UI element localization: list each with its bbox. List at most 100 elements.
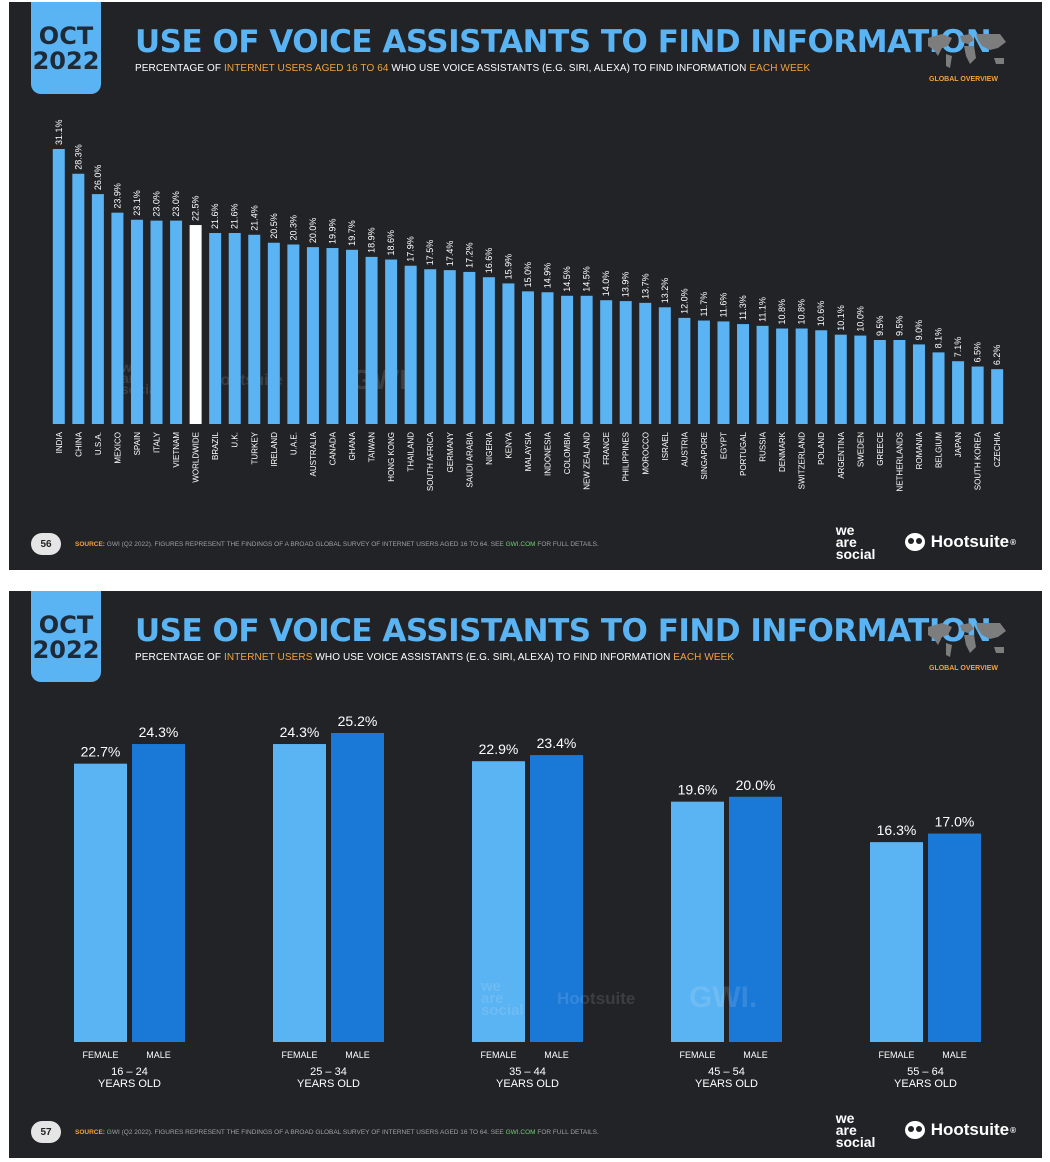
bar-female	[273, 744, 326, 1042]
value-label: 14.5%	[582, 266, 592, 292]
category-label: IRELAND	[270, 432, 279, 467]
value-label: 10.8%	[797, 299, 807, 325]
value-label: 21.4%	[249, 205, 259, 231]
footer: 56 SOURCE: GWI (Q2 2022). FIGURES REPRES…	[31, 532, 599, 556]
bar-turkey	[248, 234, 261, 424]
bar-australia	[306, 247, 319, 424]
bar-indonesia	[541, 292, 554, 424]
value-label: 17.4%	[445, 241, 455, 267]
value-label: 6.2%	[992, 345, 1002, 366]
value-label: 9.5%	[894, 315, 904, 336]
watermark-gwi: GWI.	[689, 981, 758, 1014]
category-label: INDONESIA	[544, 431, 553, 476]
value-label: 31.1%	[54, 119, 64, 145]
category-label: CANADA	[328, 431, 337, 465]
series-label: FEMALE	[82, 1050, 118, 1060]
age-unit-label: YEARS OLD	[98, 1078, 161, 1090]
category-label: HONG KONG	[387, 432, 396, 482]
category-label: TURKEY	[250, 431, 259, 464]
logo-social: social	[835, 546, 876, 562]
date-year: 2022	[32, 47, 100, 75]
bar-taiwan	[365, 256, 378, 424]
category-label: KENYA	[504, 431, 513, 458]
category-label: VIETNAM	[172, 432, 181, 468]
category-label: NIGERIA	[485, 431, 494, 465]
age-range-label: 16 – 24	[111, 1066, 148, 1078]
value-label: 22.7%	[81, 744, 121, 760]
value-label: 20.3%	[288, 215, 298, 241]
bar-female	[472, 761, 525, 1042]
category-label: RUSSIA	[759, 431, 768, 461]
category-label: BELGIUM	[935, 432, 944, 468]
value-label: 9.0%	[914, 320, 924, 341]
owl-icon	[904, 1121, 925, 1139]
bar-denmark	[776, 328, 789, 424]
bar-poland	[815, 330, 828, 424]
subtitle-highlight-2: EACH WEEK	[749, 63, 811, 74]
value-label: 23.0%	[152, 191, 162, 217]
category-label: NEW ZEALAND	[583, 432, 592, 490]
subtitle-highlight-1: INTERNET USERS	[224, 652, 313, 663]
value-label: 18.6%	[386, 230, 396, 256]
age-range-label: 45 – 54	[708, 1066, 745, 1078]
logo-are: are	[835, 534, 857, 550]
bar-mexico	[111, 212, 124, 424]
category-label: SINGAPORE	[700, 432, 709, 480]
date-tab: OCT 2022	[31, 2, 101, 94]
bar-male	[132, 744, 185, 1042]
series-label: MALE	[942, 1050, 967, 1060]
we-are-social-logo: we are social	[835, 1111, 890, 1149]
watermark-hootsuite: Hootsuite	[209, 372, 283, 389]
category-label: JAPAN	[954, 432, 963, 457]
bar-spain	[130, 219, 143, 424]
age-unit-label: YEARS OLD	[894, 1078, 957, 1090]
category-label: MOROCCO	[641, 432, 650, 475]
bar-saudi-arabia	[463, 271, 476, 424]
value-label: 10.1%	[836, 305, 846, 331]
category-label: GHANA	[348, 431, 357, 460]
bar-worldwide	[189, 225, 202, 424]
category-label: BRAZIL	[211, 431, 220, 460]
subtitle-highlight-1: INTERNET USERS AGED 16 TO 64	[224, 63, 389, 74]
category-label: SWEDEN	[856, 432, 865, 467]
bar-ghana	[346, 249, 359, 424]
bar-nigeria	[482, 277, 495, 424]
bar-colombia	[561, 295, 574, 424]
category-label: DENMARK	[778, 431, 787, 472]
bar-israel	[658, 307, 671, 424]
category-label: GERMANY	[446, 431, 455, 472]
source-link[interactable]: GWI.COM	[505, 1128, 536, 1136]
value-label: 21.6%	[230, 203, 240, 229]
bar-russia	[756, 325, 769, 424]
logo-are: are	[835, 1122, 857, 1138]
value-label: 23.0%	[171, 191, 181, 217]
brand-logos: we are social Hootsuite ®	[835, 1111, 1016, 1149]
bar-brazil	[209, 233, 222, 424]
bar-male	[928, 833, 981, 1042]
value-label: 19.7%	[347, 220, 357, 246]
age-range-label: 25 – 34	[310, 1066, 347, 1078]
value-label: 13.2%	[660, 278, 670, 304]
age-unit-label: YEARS OLD	[496, 1078, 559, 1090]
country-bar-chart: 31.1% INDIA 28.3% CHINA 26.0% U.S.A. 23.9% MEXI…	[52, 119, 1004, 492]
series-label: MALE	[146, 1050, 171, 1060]
value-label: 14.5%	[562, 266, 572, 292]
source-link[interactable]: GWI.COM	[505, 540, 536, 548]
bar-france	[600, 300, 613, 424]
category-label: ROMANIA	[915, 431, 924, 469]
series-label: FEMALE	[679, 1050, 715, 1060]
value-label: 22.9%	[479, 741, 519, 757]
value-label: 16.3%	[877, 822, 917, 838]
date-month: OCT	[38, 611, 94, 639]
value-label: 13.7%	[640, 273, 650, 299]
bar-morocco	[639, 302, 652, 424]
world-map-icon	[928, 623, 1006, 657]
category-label: U.A.E.	[289, 432, 298, 455]
series-label: FEMALE	[878, 1050, 914, 1060]
value-label: 10.8%	[777, 299, 787, 325]
value-label: 17.9%	[406, 236, 416, 262]
bar-malaysia	[521, 291, 534, 424]
bar-czechia	[991, 369, 1004, 424]
bar-egypt	[717, 321, 730, 424]
series-label: MALE	[743, 1050, 768, 1060]
